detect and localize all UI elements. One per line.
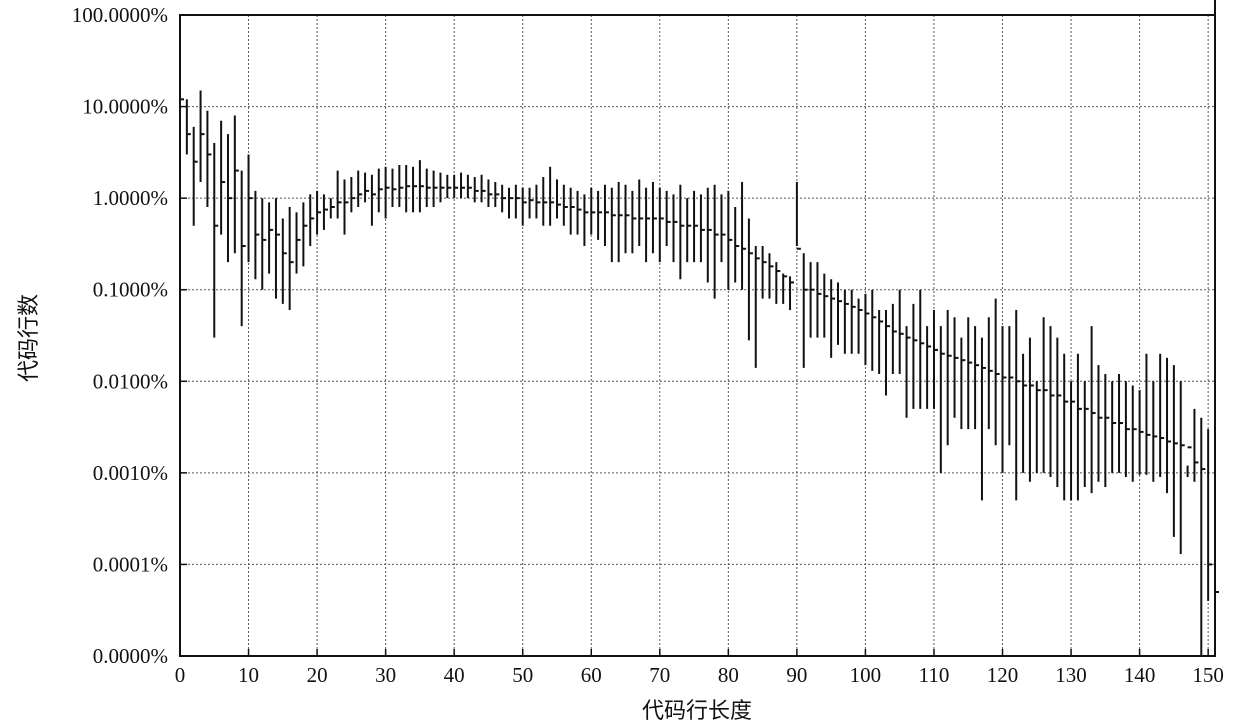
x-tick-label: 100 bbox=[850, 663, 882, 687]
x-axis-title: 代码行长度 bbox=[642, 699, 752, 724]
x-tick-label: 30 bbox=[375, 663, 396, 687]
y-tick-label: 100.0000% bbox=[72, 3, 168, 27]
y-tick-label: 0.0100% bbox=[93, 369, 168, 393]
x-tick-label: 70 bbox=[649, 663, 670, 687]
x-tick-label: 50 bbox=[512, 663, 533, 687]
y-tick-label: 0.0001% bbox=[93, 552, 168, 576]
x-axis-ticks: 0 10 20 30 40 50 60 70 80 90 100 110 120 130 140 150 bbox=[175, 649, 1224, 687]
x-tick-label: 150 bbox=[1192, 663, 1224, 687]
x-tick-label: 20 bbox=[307, 663, 328, 687]
x-tick-label: 130 bbox=[1055, 663, 1087, 687]
y-tick-label: 10.0000% bbox=[82, 95, 168, 119]
x-tick-label: 110 bbox=[919, 663, 950, 687]
y-tick-label: 0.0000% bbox=[93, 644, 168, 668]
x-tick-label: 60 bbox=[581, 663, 602, 687]
y-tick-label: 0.0010% bbox=[93, 461, 168, 485]
y-tick-label: 0.1000% bbox=[93, 278, 168, 302]
y-axis-title: 代码行数 bbox=[17, 294, 42, 382]
grid-lines bbox=[180, 15, 1215, 656]
series-range-lines bbox=[179, 0, 1219, 656]
x-tick-label: 90 bbox=[786, 663, 807, 687]
x-tick-label: 40 bbox=[444, 663, 465, 687]
y-axis-ticks: 0.0000% 0.0001% 0.0010% 0.0100% 0.1000% 1.000… bbox=[72, 3, 187, 668]
plot-area-frame bbox=[179, 14, 1216, 657]
x-tick-label: 80 bbox=[718, 663, 739, 687]
x-tick-label: 120 bbox=[987, 663, 1019, 687]
x-tick-label: 0 bbox=[175, 663, 186, 687]
x-tick-label: 140 bbox=[1124, 663, 1156, 687]
x-tick-label: 10 bbox=[238, 663, 259, 687]
y-tick-label: 1.0000% bbox=[93, 186, 168, 210]
